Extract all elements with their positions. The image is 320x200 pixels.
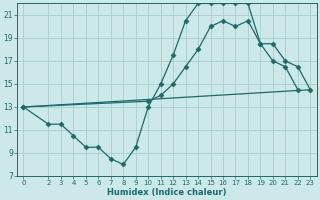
X-axis label: Humidex (Indice chaleur): Humidex (Indice chaleur)	[107, 188, 227, 197]
